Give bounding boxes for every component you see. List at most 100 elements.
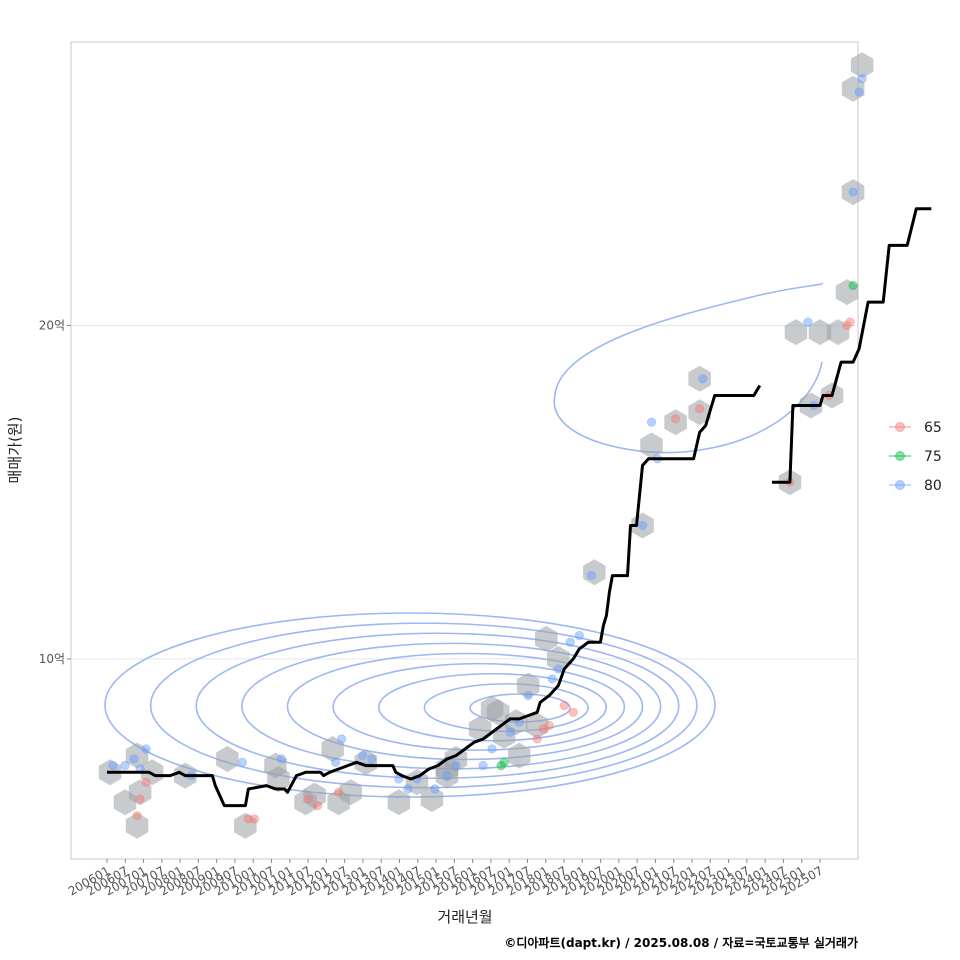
data-point-80 [403,784,413,794]
hexbin-cell [640,432,663,459]
hexbin-cell [303,782,326,809]
hexbin-cell [125,812,149,839]
data-point-80 [442,770,452,781]
hexbin-cell [216,746,239,772]
hexbin-cell [387,789,411,816]
hexbin-cell [405,769,429,796]
data-point-80 [637,520,648,531]
data-point-75 [848,280,858,291]
caption: ©디아파트(dapt.kr) / 2025.08.08 / 자료=국토교통부 실… [504,935,858,950]
hexbin-cell [321,736,344,762]
hexbin-layer [98,52,874,839]
data-point-80 [565,637,575,647]
legend-key-marker [895,480,905,490]
data-point-65 [670,414,681,424]
hexbin-cell [504,709,528,736]
data-point-80 [478,760,488,771]
hexbin-cell [420,786,444,812]
legend-key-marker [895,422,905,432]
data-point-65 [845,317,855,327]
y-axis: 10억 20억 [39,318,71,666]
data-point-80 [451,760,461,771]
data-point-80 [330,757,341,767]
hexbin-cell [516,672,540,699]
data-point-65 [132,810,142,821]
data-point-65 [559,700,569,711]
y-tick-label: 10억 [39,652,65,666]
data-point-65 [842,320,852,331]
data-point-80 [574,630,585,641]
data-point-65 [333,787,344,798]
data-point-80 [586,570,597,581]
hexbin-cell [841,75,865,102]
data-point-80 [141,744,151,754]
legend-key-marker [895,451,905,461]
data-point-65 [694,404,705,414]
data-point-80 [120,760,130,771]
hexbin-cell [850,52,874,79]
gridlines [71,324,858,660]
data-point-65 [141,777,151,788]
median-price-line [107,207,932,808]
hexbin-cell [354,749,377,776]
hexbin-cell [125,742,149,769]
plot-panel [70,41,859,860]
data-point-80 [505,727,515,737]
hexbin-cell [128,779,152,806]
hexbin-cell [784,319,808,346]
data-point-80 [358,750,368,761]
hexbin-cell [688,365,711,392]
data-point-80 [430,784,440,794]
data-point-80 [553,664,563,674]
legend: 65 75 80 [889,420,942,494]
data-point-80 [848,187,858,197]
hexbin-cell [808,319,832,346]
hexbin-cell [339,779,362,806]
hexbin-cell [583,559,606,586]
data-point-80 [108,760,118,771]
density-contour [377,672,608,742]
legend-label: 75 [924,449,942,465]
data-point-65 [135,794,145,804]
data-point-65 [243,814,254,824]
hexbin-cell [664,409,687,436]
data-point-80 [523,690,533,701]
data-point-80 [276,754,287,764]
data-point-65 [303,794,314,804]
hexbin-cell [841,179,865,206]
hexbin-cell [267,766,290,792]
data-point-80 [646,417,657,427]
data-point-80 [547,674,557,684]
legend-label: 65 [924,420,942,436]
data-point-75 [499,757,509,767]
data-point-80 [803,317,813,327]
median-line-segment [107,384,762,808]
hexbin-cell [525,712,549,739]
y-tick-label: 20억 [39,318,65,332]
median-line-segment [771,207,932,484]
data-point-75 [496,760,506,771]
data-point-65 [538,724,548,734]
data-point-80 [854,87,864,97]
data-point-80 [487,744,497,754]
legend-label: 80 [924,478,942,494]
data-point-80 [367,754,377,764]
hexbin-cell [234,812,257,839]
hexbin-cell [547,645,570,672]
data-point-65 [532,734,542,744]
density-contour [332,662,626,751]
data-point-65 [312,800,323,811]
hexbin-cell [835,279,859,306]
x-axis-title: 거래년월 [437,908,492,926]
data-point-80 [129,754,139,764]
hexbin-cell [688,399,711,426]
data-point-65 [544,720,554,731]
hexbin-cell [486,699,510,726]
hexbin-cell [507,742,531,769]
data-point-65 [249,814,260,824]
data-point-80 [336,734,347,744]
hexbin-cell [826,319,850,346]
data-point-65 [568,707,579,717]
y-axis-title: 매매가(원) [6,417,24,484]
